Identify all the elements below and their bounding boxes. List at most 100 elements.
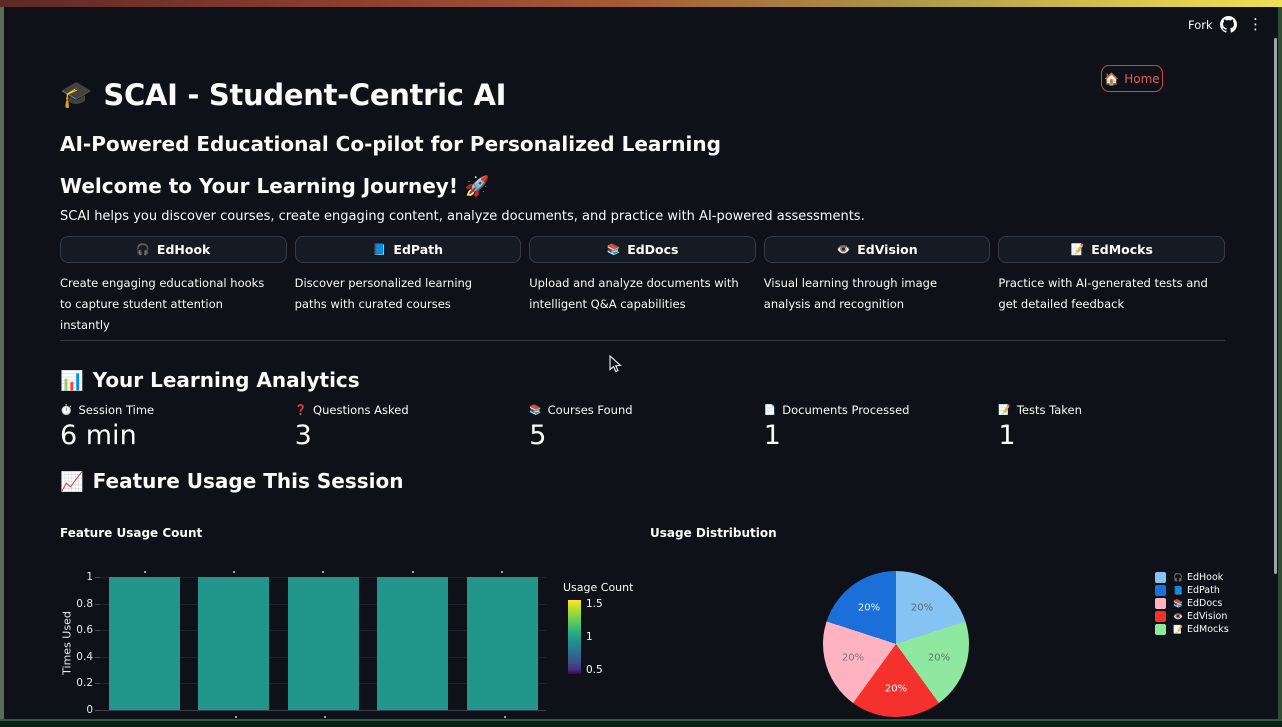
colorbar-tick-label: 1 bbox=[586, 631, 593, 643]
books-icon: 📚 bbox=[1173, 599, 1183, 608]
page-subtitle: AI-Powered Educational Co-pilot for Pers… bbox=[60, 132, 721, 156]
legend-swatch bbox=[1155, 611, 1166, 622]
books-icon: 📚 bbox=[529, 404, 542, 416]
y-tick-label: 0.8 bbox=[76, 597, 93, 610]
bar-value-marker bbox=[411, 571, 414, 573]
intro-text: SCAI helps you discover courses, create … bbox=[60, 209, 865, 224]
clipped-x-label bbox=[324, 716, 326, 718]
edmocks-button-label: EdMocks bbox=[1091, 242, 1153, 257]
legend-label: EdDocs bbox=[1186, 598, 1223, 609]
edhook-button-label: EdHook bbox=[156, 242, 211, 257]
pie-pct-edvision: 20% bbox=[884, 683, 908, 695]
pie-pct-edpath: 20% bbox=[857, 602, 881, 614]
edmocks-button[interactable]: 📝 EdMocks bbox=[998, 236, 1225, 263]
colorbar-title: Usage Count bbox=[563, 581, 634, 594]
bar-value-marker bbox=[322, 571, 325, 573]
vertical-scrollbar[interactable] bbox=[1274, 38, 1277, 574]
metric-label: Session Time bbox=[78, 403, 155, 417]
metric-value: 6 min bbox=[60, 420, 137, 451]
edvision-button-label: EdVision bbox=[857, 242, 918, 257]
usage-heading: 📈 Feature Usage This Session bbox=[60, 469, 403, 493]
bar-edvision bbox=[377, 577, 449, 710]
metric-value: 1 bbox=[998, 420, 1016, 451]
bar-chart-icon: 📊 bbox=[60, 369, 84, 392]
headphones-icon: 🎧 bbox=[136, 243, 150, 256]
legend-label: EdMocks bbox=[1186, 624, 1229, 635]
metric-label: Questions Asked bbox=[313, 403, 409, 417]
bar-edhook bbox=[109, 577, 180, 710]
usage-heading-label: Feature Usage This Session bbox=[92, 469, 404, 493]
home-button-label: Home bbox=[1124, 71, 1160, 86]
metric-documents-processed: 📄 Documents Processed 1 bbox=[764, 403, 991, 451]
pie-pct-edmocks: 20% bbox=[927, 652, 951, 664]
edpath-button[interactable]: 📘 EdPath bbox=[294, 236, 522, 263]
metric-questions-asked: ❓ Questions Asked 3 bbox=[295, 403, 522, 451]
y-tick-label: 1 bbox=[86, 571, 93, 583]
eddocs-button[interactable]: 📚 EdDocs bbox=[529, 236, 756, 263]
bar-value-marker bbox=[143, 571, 146, 573]
screen-edge-right bbox=[1278, 7, 1282, 719]
pie-pct-eddocs: 20% bbox=[841, 652, 865, 664]
bar-edpath bbox=[198, 577, 270, 710]
metric-label: Tests Taken bbox=[1016, 403, 1082, 417]
memo-icon: 📝 bbox=[1070, 243, 1085, 256]
feature-descriptions-row: Create engaging educational hooks to cap… bbox=[60, 273, 1225, 336]
eye-icon: 👁️ bbox=[1173, 612, 1183, 621]
document-icon: 📄 bbox=[763, 404, 777, 416]
legend-item-edvision: 👁️ EdVision bbox=[1155, 611, 1229, 622]
home-icon: 🏠 bbox=[1104, 71, 1120, 86]
edhook-description: Create engaging educational hooks to cap… bbox=[60, 276, 265, 332]
section-divider bbox=[60, 340, 1225, 341]
legend-label: EdPath bbox=[1186, 585, 1220, 596]
legend-label: EdVision bbox=[1186, 611, 1228, 622]
home-button[interactable]: 🏠 Home bbox=[1101, 65, 1163, 92]
github-icon[interactable] bbox=[1220, 16, 1237, 33]
metric-value: 1 bbox=[763, 420, 781, 451]
fork-button[interactable]: Fork bbox=[1188, 18, 1213, 32]
metric-value: 5 bbox=[529, 420, 547, 451]
y-tick-mark bbox=[95, 603, 100, 605]
screen-edge-bottom bbox=[0, 719, 1282, 727]
y-tick-label: 0.2 bbox=[76, 677, 93, 690]
metric-label: Courses Found bbox=[547, 403, 633, 417]
metric-value: 3 bbox=[294, 420, 312, 451]
headphones-icon: 🎧 bbox=[1173, 573, 1183, 582]
clipped-x-label bbox=[235, 716, 237, 718]
eddocs-description: Upload and analyze documents with intell… bbox=[529, 276, 739, 311]
books-icon: 📚 bbox=[606, 243, 621, 256]
blue-book-icon: 📘 bbox=[372, 243, 387, 256]
edvision-button[interactable]: 👁️ EdVision bbox=[763, 236, 991, 263]
colorbar-tick-label: 0.5 bbox=[586, 664, 603, 676]
legend-item-eddocs: 📚 EdDocs bbox=[1155, 598, 1229, 609]
graduation-cap-icon: 🎓 bbox=[60, 80, 93, 110]
page-title: SCAI - Student-Centric AI bbox=[103, 78, 507, 112]
screen-edge-left bbox=[0, 7, 4, 719]
mouse-cursor bbox=[609, 354, 623, 378]
metrics-row: ⏱️ Session Time 6 min ❓ Questions Asked 3 … bbox=[60, 403, 1225, 451]
edpath-description: Discover personalized learning paths wit… bbox=[294, 276, 473, 311]
stopwatch-icon: ⏱️ bbox=[60, 404, 73, 416]
kebab-menu-icon[interactable]: ⋮ bbox=[1248, 15, 1263, 33]
y-tick-mark bbox=[95, 656, 100, 658]
chart-increasing-icon: 📈 bbox=[60, 470, 84, 493]
legend-swatch bbox=[1155, 624, 1166, 635]
y-tick-mark bbox=[95, 710, 100, 711]
edvision-description: Visual learning through image analysis a… bbox=[763, 276, 938, 311]
edmocks-description: Practice with AI-generated tests and get… bbox=[998, 276, 1208, 311]
legend-swatch bbox=[1155, 585, 1166, 596]
analytics-heading-label: Your Learning Analytics bbox=[92, 368, 360, 392]
y-tick-mark bbox=[95, 683, 100, 685]
pie-chart-title: Usage Distribution bbox=[650, 526, 777, 540]
legend-item-edpath: 📘 EdPath bbox=[1155, 585, 1229, 596]
legend-swatch bbox=[1155, 598, 1166, 609]
bar-chart-y-axis-label: Times Used bbox=[60, 611, 74, 675]
memo-icon: 📝 bbox=[1173, 625, 1183, 634]
metric-courses-found: 📚 Courses Found 5 bbox=[529, 403, 756, 451]
feature-buttons-row: 🎧 EdHook 📘 EdPath 📚 EdDocs 👁️ EdVision 📝… bbox=[60, 236, 1225, 263]
y-tick-label: 0.6 bbox=[76, 624, 93, 637]
pie-pct-edhook: 20% bbox=[910, 602, 934, 614]
eye-icon: 👁️ bbox=[836, 243, 851, 256]
bar-chart-plot-area bbox=[100, 577, 546, 710]
edhook-button[interactable]: 🎧 EdHook bbox=[60, 236, 287, 263]
